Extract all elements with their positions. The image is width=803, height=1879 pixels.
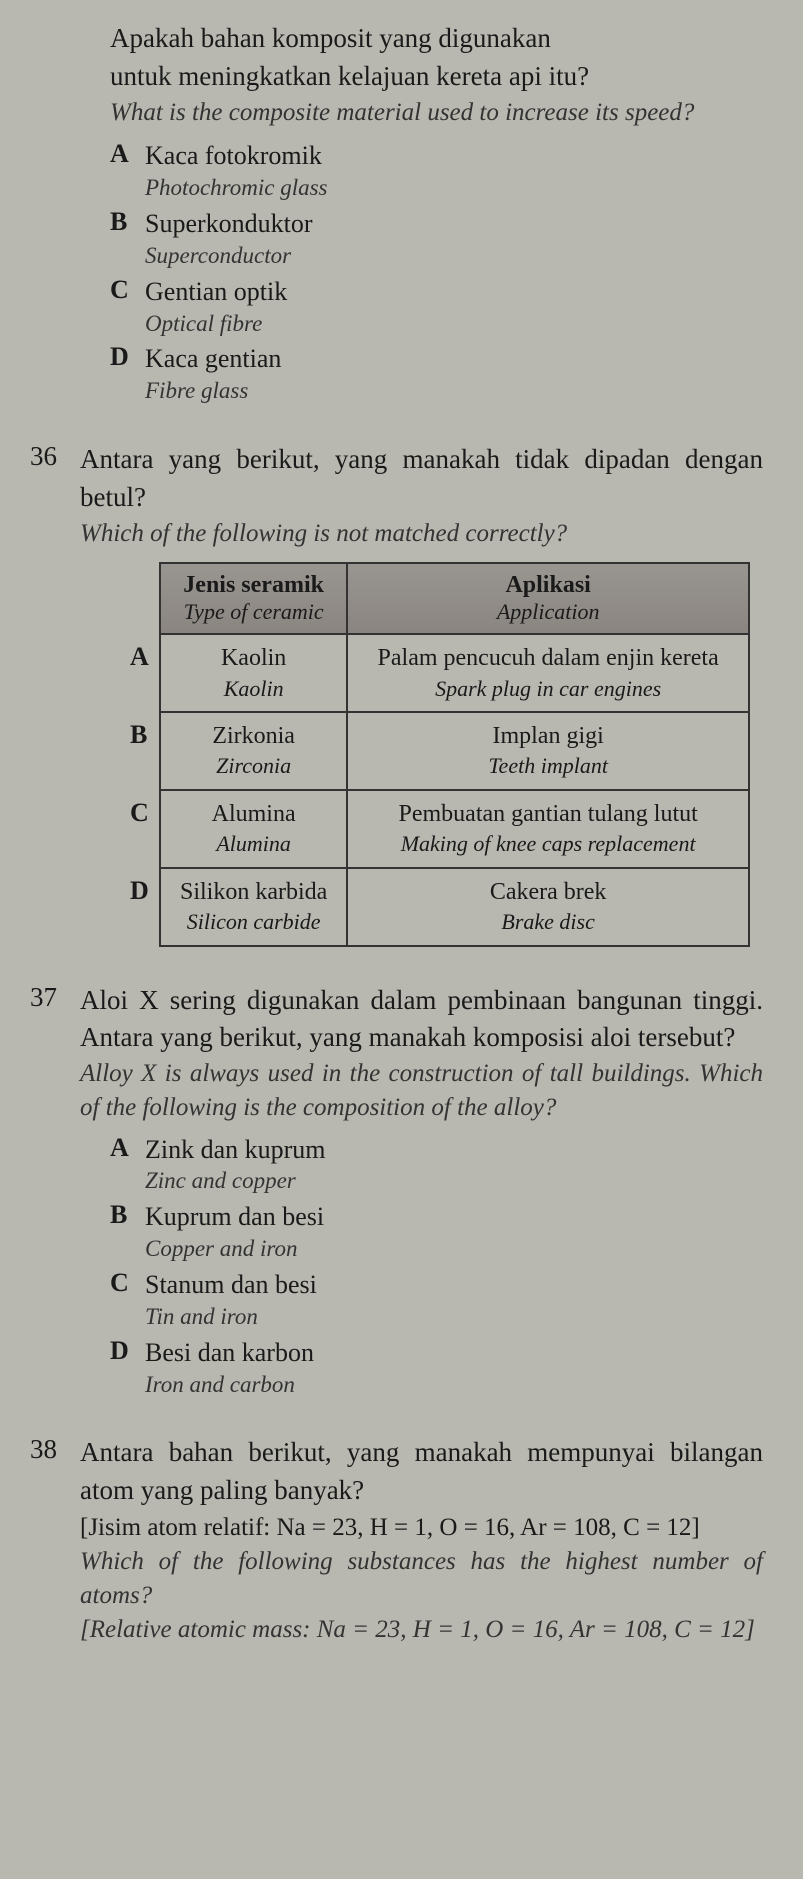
option-d-my: Kaca gentian — [145, 342, 763, 376]
table-row-d[interactable]: D Silikon karbida Silicon carbide Cakera… — [130, 868, 749, 946]
q37-text-en: Alloy X is always used in the constructi… — [80, 1057, 763, 1125]
question-36: 36 Antara yang berikut, yang manakah tid… — [30, 441, 763, 946]
question-38: 38 Antara bahan berikut, yang manakah me… — [30, 1434, 763, 1646]
q37-b-en: Copper and iron — [145, 1234, 763, 1264]
option-letter-d: D — [110, 1336, 145, 1400]
q37-c-en: Tin and iron — [145, 1302, 763, 1332]
q37-options: A Zink dan kuprum Zinc and copper B Kupr… — [110, 1133, 763, 1400]
q35-text-en: What is the composite material used to i… — [110, 96, 763, 130]
row-label-d: D — [130, 868, 160, 946]
option-letter-c: C — [110, 275, 145, 339]
row-label-c: C — [130, 790, 160, 868]
table-header-app: Aplikasi Application — [347, 563, 749, 634]
option-letter-c: C — [110, 1268, 145, 1332]
q37-d-en: Iron and carbon — [145, 1370, 763, 1400]
option-c-my: Gentian optik — [145, 275, 763, 309]
option-d-en: Fibre glass — [145, 376, 763, 406]
cell-a-col1-en: Kaolin — [171, 675, 336, 704]
cell-a-col1-my: Kaolin — [171, 643, 336, 674]
option-a-my: Kaca fotokromik — [145, 139, 763, 173]
q36-table: Jenis seramik Type of ceramic Aplikasi A… — [130, 562, 750, 946]
option-a[interactable]: A Kaca fotokromik Photochromic glass — [110, 139, 763, 203]
question-35-partial: Apakah bahan komposit yang digunakan unt… — [30, 20, 763, 406]
q38-number: 38 — [30, 1434, 80, 1646]
row-label-b: B — [130, 712, 160, 790]
cell-d-col1-en: Silicon carbide — [171, 908, 336, 937]
cell-b-col2-my: Implan gigi — [358, 721, 738, 752]
table-row-a[interactable]: A Kaolin Kaolin Palam pencucuh dalam enj… — [130, 634, 749, 712]
cell-b-col2-en: Teeth implant — [358, 752, 738, 781]
q37-a-my: Zink dan kuprum — [145, 1133, 763, 1167]
th1-my: Jenis seramik — [183, 572, 324, 598]
q37-d-my: Besi dan karbon — [145, 1336, 763, 1370]
question-37: 37 Aloi X sering digunakan dalam pembina… — [30, 982, 763, 1400]
q35-options: A Kaca fotokromik Photochromic glass B S… — [110, 139, 763, 406]
q36-text-en: Which of the following is not matched co… — [80, 517, 763, 551]
table-label-empty — [130, 563, 160, 634]
q38-text-en: Which of the following substances has th… — [80, 1545, 763, 1613]
q37-option-d[interactable]: D Besi dan karbon Iron and carbon — [110, 1336, 763, 1400]
option-d[interactable]: D Kaca gentian Fibre glass — [110, 342, 763, 406]
option-b[interactable]: B Superkonduktor Superconductor — [110, 207, 763, 271]
cell-b-col1-en: Zirconia — [171, 752, 336, 781]
q35-text-my-line2: untuk meningkatkan kelajuan kereta api i… — [110, 58, 763, 96]
option-b-my: Superkonduktor — [145, 207, 763, 241]
cell-a-col2-my: Palam pencucuh dalam enjin kereta — [358, 643, 738, 674]
option-letter-a: A — [110, 1133, 145, 1197]
q37-option-b[interactable]: B Kuprum dan besi Copper and iron — [110, 1200, 763, 1264]
cell-a-col2-en: Spark plug in car engines — [358, 675, 738, 704]
option-c-en: Optical fibre — [145, 309, 763, 339]
cell-d-col2-en: Brake disc — [358, 908, 738, 937]
q37-c-my: Stanum dan besi — [145, 1268, 763, 1302]
cell-c-col1-my: Alumina — [171, 799, 336, 830]
q37-option-c[interactable]: C Stanum dan besi Tin and iron — [110, 1268, 763, 1332]
table-row-c[interactable]: C Alumina Alumina Pembuatan gantian tula… — [130, 790, 749, 868]
cell-c-col2-en: Making of knee caps replacement — [358, 830, 738, 859]
q38-note-my: [Jisim atom relatif: Na = 23, H = 1, O =… — [80, 1510, 763, 1545]
table-header-type: Jenis seramik Type of ceramic — [160, 563, 347, 634]
q37-option-a[interactable]: A Zink dan kuprum Zinc and copper — [110, 1133, 763, 1197]
th2-my: Aplikasi — [505, 572, 590, 598]
q37-number: 37 — [30, 982, 80, 1125]
cell-d-col2-my: Cakera brek — [358, 877, 738, 908]
option-letter-b: B — [110, 207, 145, 271]
table-row-b[interactable]: B Zirkonia Zirconia Implan gigi Teeth im… — [130, 712, 749, 790]
option-letter-b: B — [110, 1200, 145, 1264]
cell-d-col1-my: Silikon karbida — [171, 877, 336, 908]
cell-c-col2-my: Pembuatan gantian tulang lutut — [358, 799, 738, 830]
option-c[interactable]: C Gentian optik Optical fibre — [110, 275, 763, 339]
q36-text-my: Antara yang berikut, yang manakah tidak … — [80, 441, 763, 517]
q37-text-my: Aloi X sering digunakan dalam pembinaan … — [80, 982, 763, 1058]
option-letter-d: D — [110, 342, 145, 406]
q38-note-en: [Relative atomic mass: Na = 23, H = 1, O… — [80, 1613, 763, 1647]
th1-en: Type of ceramic — [171, 599, 336, 625]
q37-b-my: Kuprum dan besi — [145, 1200, 763, 1234]
th2-en: Application — [358, 599, 738, 625]
cell-c-col1-en: Alumina — [171, 830, 336, 859]
q37-a-en: Zinc and copper — [145, 1166, 763, 1196]
q36-number: 36 — [30, 441, 80, 550]
q35-text-my-line1: Apakah bahan komposit yang digunakan — [110, 20, 763, 58]
cell-b-col1-my: Zirkonia — [171, 721, 336, 752]
row-label-a: A — [130, 634, 160, 712]
q38-text-my: Antara bahan berikut, yang manakah mempu… — [80, 1434, 763, 1510]
option-b-en: Superconductor — [145, 241, 763, 271]
option-letter-a: A — [110, 139, 145, 203]
option-a-en: Photochromic glass — [145, 173, 763, 203]
